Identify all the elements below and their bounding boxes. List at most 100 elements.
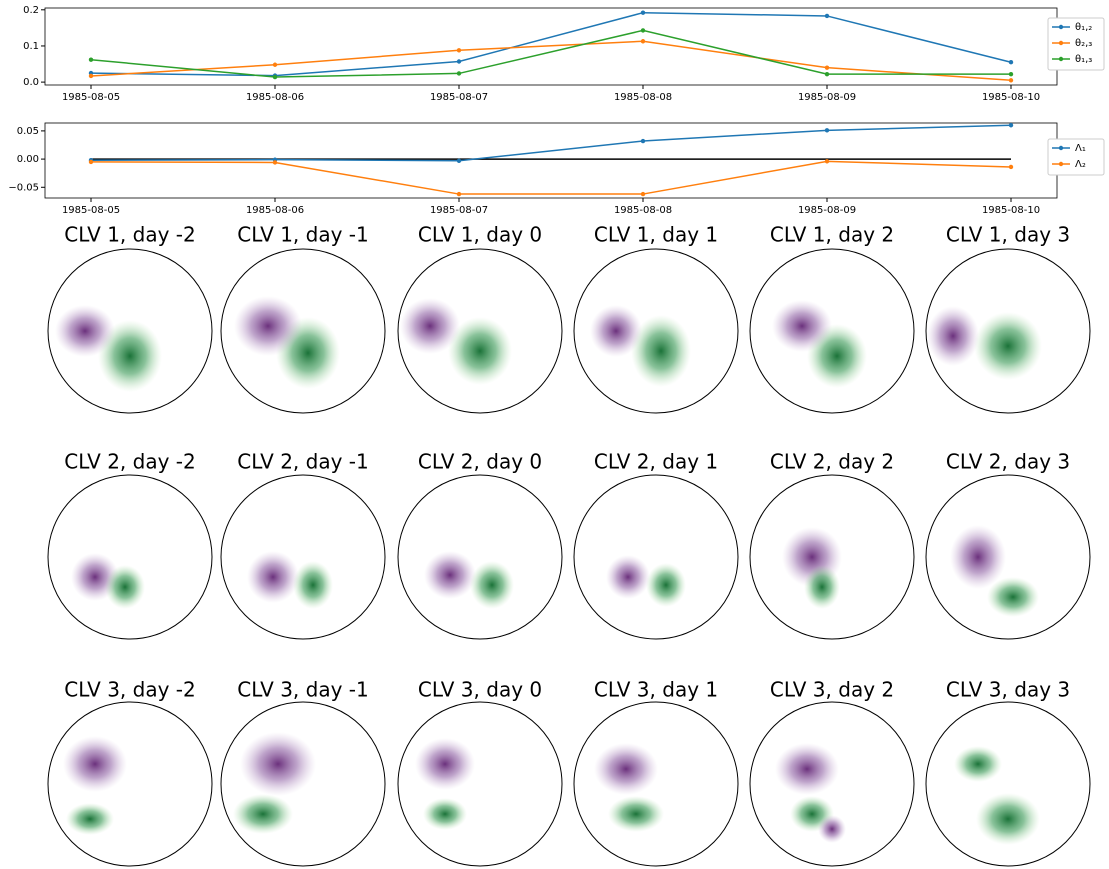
point [273, 160, 277, 164]
y-tick-label: 0.0 [23, 77, 39, 88]
map-anomaly [646, 563, 686, 607]
map-anomaly [775, 743, 839, 795]
x-tick-label: 1985-08-08 [614, 92, 672, 103]
point [273, 75, 277, 79]
point [457, 159, 461, 163]
x-tick-label: 1985-08-10 [982, 205, 1040, 216]
map-anomaly [233, 794, 293, 834]
map-anomaly [950, 525, 1006, 589]
map-anomaly [105, 565, 145, 609]
x-tick-label: 1985-08-06 [246, 205, 304, 216]
y-tick-label: 0.1 [23, 41, 39, 52]
point [825, 14, 829, 18]
point [825, 128, 829, 132]
panel-title: CLV 2, day 0 [418, 450, 542, 474]
point [641, 39, 645, 43]
map-anomaly [804, 565, 840, 609]
legend-marker [1059, 41, 1063, 45]
map-bg [48, 702, 212, 866]
point [1009, 72, 1013, 76]
map-anomaly [424, 551, 476, 599]
x-tick-label: 1985-08-05 [62, 205, 120, 216]
x-tick-label: 1985-08-09 [798, 92, 856, 103]
legend-label: θ₁,₂ [1075, 22, 1092, 33]
panel-title: CLV 1, day 2 [770, 223, 894, 247]
map-anomaly [606, 555, 650, 599]
point [641, 139, 645, 143]
point [1009, 60, 1013, 64]
y-tick-label: 0.00 [17, 154, 39, 165]
map-anomaly [247, 551, 299, 603]
point [1009, 123, 1013, 127]
map-anomaly [954, 746, 1002, 782]
legend-marker [1059, 162, 1063, 166]
legend-marker [1059, 25, 1063, 29]
map-bg [574, 475, 738, 639]
point [1009, 165, 1013, 169]
panel-title: CLV 2, day -2 [64, 450, 195, 474]
series-line [91, 125, 1011, 161]
map-bg [574, 702, 738, 866]
legend-label: θ₂,₃ [1075, 38, 1092, 49]
point [457, 48, 461, 52]
legend-marker [1059, 57, 1063, 61]
point [825, 159, 829, 163]
legend-marker [1059, 146, 1063, 150]
x-tick-label: 1985-08-09 [798, 205, 856, 216]
panel-title: CLV 1, day 3 [946, 223, 1070, 247]
map-anomaly [974, 312, 1042, 380]
legend-label: θ₁,₃ [1075, 54, 1092, 65]
point [457, 192, 461, 196]
map-anomaly [470, 561, 514, 609]
series-line [91, 161, 1011, 194]
y-tick-label: 0.05 [17, 126, 39, 137]
map-anomaly [234, 296, 302, 356]
map-anomaly [976, 793, 1040, 845]
point [825, 72, 829, 76]
map-anomaly [818, 815, 846, 843]
map-anomaly [63, 736, 127, 792]
point [457, 71, 461, 75]
panel-title: CLV 3, day 1 [594, 678, 718, 702]
panel-title: CLV 3, day 2 [770, 678, 894, 702]
point [641, 28, 645, 32]
figure: 0.0 0.1 0.2 1985-08-05 1985-08-06 1985-08-07 1… [0, 0, 1109, 869]
map-bg [398, 475, 562, 639]
map-anomaly [423, 798, 467, 830]
x-tick-label: 1985-08-07 [430, 92, 488, 103]
map-anomaly [987, 577, 1039, 617]
map-bg [398, 702, 562, 866]
point [457, 59, 461, 63]
map-anomaly [400, 298, 460, 354]
x-tick-label: 1985-08-05 [62, 92, 120, 103]
y-tick-label: 0.2 [23, 5, 39, 16]
map-anomaly [772, 300, 832, 352]
map-anomaly [594, 743, 658, 795]
map-anomaly [415, 738, 475, 790]
point [89, 160, 93, 164]
x-tick-label: 1985-08-07 [430, 205, 488, 216]
map-anomaly [293, 561, 333, 609]
panel-title: CLV 2, day 2 [770, 450, 894, 474]
panel-title: CLV 3, day 0 [418, 678, 542, 702]
point [89, 74, 93, 78]
panel-title: CLV 1, day 0 [418, 223, 542, 247]
map-anomaly [55, 305, 115, 357]
series-line [91, 13, 1011, 76]
panel-title: CLV 2, day 1 [594, 450, 718, 474]
map-anomaly [608, 796, 664, 832]
panel-title: CLV 1, day -2 [64, 223, 195, 247]
map-bg [221, 475, 385, 639]
panel-title: CLV 3, day -1 [237, 678, 368, 702]
point [273, 63, 277, 67]
panel-title: CLV 2, day 3 [946, 450, 1070, 474]
panel-title: CLV 1, day -1 [237, 223, 368, 247]
panel-title: CLV 1, day 1 [594, 223, 718, 247]
x-tick-label: 1985-08-10 [982, 92, 1040, 103]
panel-title: CLV 3, day 3 [946, 678, 1070, 702]
legend-label: Λ₁ [1075, 143, 1086, 154]
map-anomaly [590, 305, 642, 357]
x-tick-label: 1985-08-06 [246, 92, 304, 103]
point [641, 192, 645, 196]
point [89, 57, 93, 61]
